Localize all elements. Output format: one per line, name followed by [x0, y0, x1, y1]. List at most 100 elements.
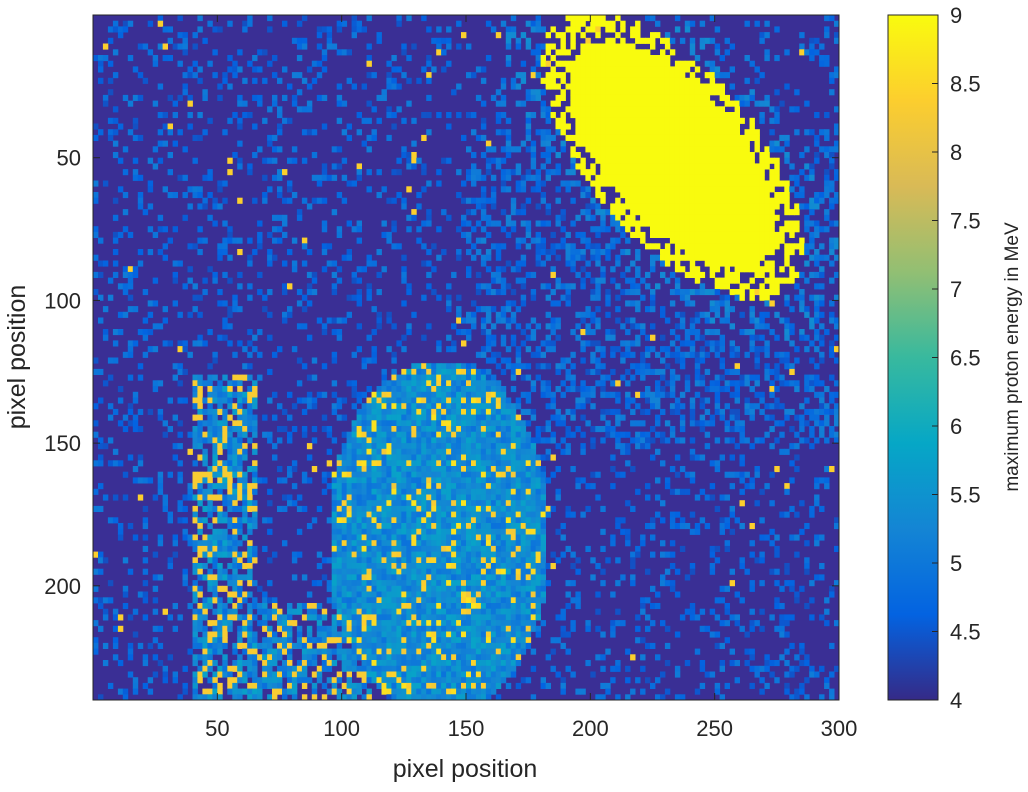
- heatmap-cell: [580, 106, 586, 113]
- heatmap-cell: [605, 180, 611, 187]
- heatmap-cell: [704, 197, 711, 204]
- heatmap-cell: [769, 403, 775, 410]
- heatmap-cell: [550, 231, 556, 238]
- heatmap-cell: [291, 426, 298, 433]
- heatmap-cell: [704, 174, 711, 181]
- heatmap-cell: [729, 100, 735, 107]
- heatmap-cell: [585, 129, 591, 136]
- heatmap-cell: [719, 129, 725, 136]
- heatmap-cell: [650, 100, 656, 107]
- heatmap-cell: [321, 197, 328, 204]
- heatmap-cell: [565, 426, 571, 433]
- heatmap-cell: [764, 203, 770, 210]
- heatmap-cell: [789, 106, 795, 113]
- heatmap-cell: [98, 271, 104, 278]
- heatmap-cell: [819, 55, 825, 62]
- heatmap-cell: [575, 214, 581, 221]
- heatmap-cell: [461, 420, 467, 427]
- heatmap-cell: [650, 454, 656, 461]
- heatmap-cell: [724, 197, 730, 204]
- heatmap-cell: [679, 152, 686, 159]
- heatmap-cell: [600, 77, 606, 84]
- heatmap-cell: [834, 123, 839, 130]
- heatmap-cell: [466, 380, 472, 387]
- heatmap-cell: [605, 243, 611, 250]
- heatmap-cell: [471, 471, 477, 478]
- heatmap-cell: [784, 317, 790, 324]
- heatmap-cell: [401, 403, 407, 410]
- heatmap-cell: [635, 129, 641, 136]
- heatmap-cell: [202, 129, 208, 136]
- heatmap-cell: [197, 391, 203, 398]
- heatmap-cell: [490, 203, 497, 210]
- heatmap-cell: [222, 220, 228, 227]
- heatmap-cell: [122, 271, 129, 278]
- heatmap-cell: [734, 289, 740, 296]
- heatmap-cell: [585, 66, 591, 73]
- heatmap-cell: [142, 209, 149, 216]
- heatmap-cell: [461, 483, 467, 490]
- heatmap-cell: [456, 431, 462, 438]
- heatmap-cell: [212, 443, 218, 450]
- heatmap-cell: [580, 89, 586, 96]
- heatmap-cell: [550, 454, 556, 461]
- heatmap-cell: [794, 226, 800, 233]
- heatmap-cell: [610, 94, 616, 101]
- heatmap-cell: [301, 294, 308, 301]
- heatmap-cell: [814, 197, 820, 204]
- heatmap-cell: [490, 448, 497, 455]
- heatmap-cell: [306, 477, 313, 484]
- heatmap-cell: [545, 60, 551, 67]
- heatmap-cell: [694, 231, 701, 238]
- heatmap-cell: [356, 26, 362, 33]
- heatmap-cell: [331, 403, 338, 410]
- heatmap-cell: [431, 380, 437, 387]
- heatmap-cell: [421, 414, 427, 421]
- heatmap-cell: [600, 426, 606, 433]
- heatmap-cell: [679, 180, 686, 187]
- heatmap-cell: [600, 123, 606, 130]
- heatmap-cell: [182, 49, 188, 56]
- heatmap-cell: [610, 466, 616, 473]
- heatmap-cell: [456, 466, 462, 473]
- heatmap-cell: [232, 112, 238, 119]
- heatmap-cell: [356, 483, 362, 490]
- heatmap-cell: [585, 397, 591, 404]
- heatmap-cell: [177, 397, 183, 404]
- heatmap-cell: [192, 283, 198, 290]
- heatmap-cell: [316, 43, 323, 50]
- heatmap-cell: [197, 426, 203, 433]
- heatmap-cell: [381, 380, 387, 387]
- heatmap-cell: [669, 197, 676, 204]
- heatmap-cell: [366, 60, 372, 67]
- heatmap-cell: [684, 129, 691, 136]
- heatmap-cell: [217, 494, 223, 501]
- heatmap-cell: [669, 271, 676, 278]
- heatmap-cell: [674, 192, 681, 199]
- heatmap-cell: [590, 94, 596, 101]
- heatmap-cell: [590, 112, 596, 119]
- heatmap-cell: [406, 414, 412, 421]
- heatmap-cell: [272, 226, 278, 233]
- heatmap-cell: [182, 368, 188, 375]
- heatmap-cell: [679, 243, 686, 250]
- heatmap-cell: [669, 180, 676, 187]
- heatmap-cell: [650, 32, 656, 39]
- heatmap-cell: [247, 466, 253, 473]
- heatmap-cell: [222, 374, 228, 381]
- heatmap-cell: [645, 163, 651, 170]
- heatmap-cell: [565, 289, 571, 296]
- heatmap-cell: [172, 443, 178, 450]
- heatmap-cell: [112, 494, 119, 501]
- heatmap-cell: [719, 231, 725, 238]
- heatmap-cell: [515, 488, 522, 495]
- heatmap-cell: [217, 26, 223, 33]
- heatmap-cell: [754, 249, 760, 256]
- heatmap-cell: [446, 112, 452, 119]
- heatmap-cell: [217, 477, 223, 484]
- heatmap-cell: [749, 117, 755, 124]
- heatmap-cell: [416, 466, 422, 473]
- heatmap-cell: [177, 174, 183, 181]
- heatmap-cell: [769, 226, 775, 233]
- heatmap-cell: [645, 391, 651, 398]
